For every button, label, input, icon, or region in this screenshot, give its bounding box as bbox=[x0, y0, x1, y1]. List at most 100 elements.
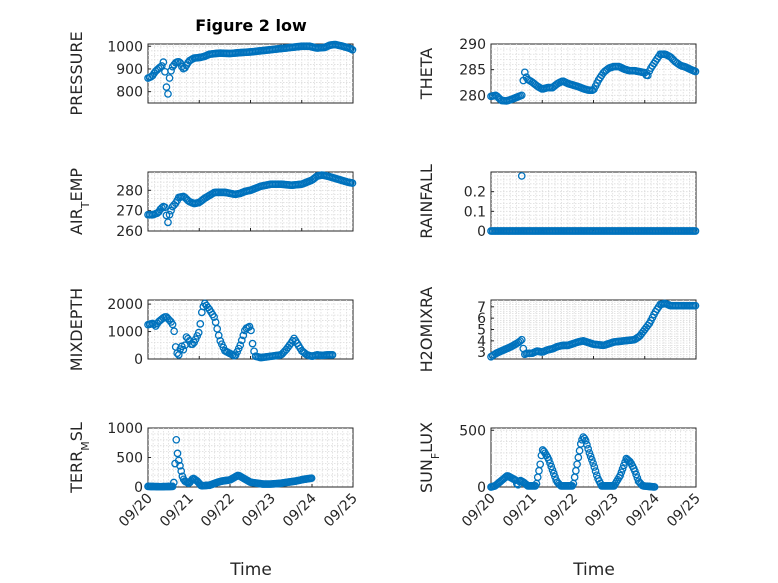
data-point bbox=[617, 468, 626, 477]
y-tick-label: 3 bbox=[477, 345, 486, 361]
data-point bbox=[162, 83, 171, 91]
y-tick-label: 1000 bbox=[107, 39, 143, 55]
data-point bbox=[618, 464, 627, 473]
data-point bbox=[585, 449, 594, 457]
y-tick-label: 6 bbox=[477, 311, 486, 327]
data-point bbox=[247, 326, 255, 335]
data-point bbox=[174, 456, 183, 465]
data-point bbox=[548, 466, 557, 474]
data-point bbox=[583, 440, 591, 449]
data-point bbox=[348, 179, 357, 187]
subplot-air-temp: 260 270 280 AIRTEMP bbox=[67, 168, 357, 240]
x-axis-label-left: Time bbox=[229, 560, 272, 580]
data-point bbox=[544, 455, 553, 464]
data-point bbox=[348, 45, 357, 54]
y-tick-label: 285 bbox=[459, 63, 486, 79]
y-tick-label: 0 bbox=[134, 352, 143, 368]
data-point bbox=[177, 467, 186, 475]
data-point bbox=[328, 351, 337, 359]
subplot-mixdepth: 0 1000 2000 MIXDEPTH bbox=[67, 288, 354, 371]
data-point bbox=[691, 301, 700, 310]
subplot-pressure: 800 900 1000 PRESSURE bbox=[67, 31, 357, 116]
data-point bbox=[307, 474, 316, 483]
data-point bbox=[517, 91, 526, 100]
data-point bbox=[549, 469, 558, 478]
data-point bbox=[517, 172, 526, 180]
data-point bbox=[165, 210, 174, 219]
data-point bbox=[179, 345, 188, 354]
data-point bbox=[170, 327, 178, 336]
data-point bbox=[196, 320, 205, 328]
data-point bbox=[159, 58, 168, 67]
data-point bbox=[547, 462, 556, 471]
data-point bbox=[237, 336, 246, 345]
data-point bbox=[632, 470, 640, 479]
data-point bbox=[616, 471, 625, 480]
data-point bbox=[631, 467, 639, 475]
y-tick-label: 0 bbox=[477, 480, 486, 496]
y-tick-label: 2000 bbox=[107, 297, 143, 313]
data-point bbox=[165, 74, 174, 82]
y-tick-label: 4 bbox=[477, 334, 486, 350]
y-tick-label: 280 bbox=[459, 88, 486, 104]
data-point bbox=[589, 459, 597, 468]
y-axis-label: SUNFLUX bbox=[417, 422, 442, 493]
data-point bbox=[516, 337, 525, 345]
y-tick-label: 280 bbox=[116, 183, 143, 199]
data-point bbox=[540, 447, 548, 456]
y-tick-label: 0 bbox=[477, 224, 486, 240]
data-point bbox=[586, 452, 595, 461]
y-axis-label: H2OMIXRA bbox=[417, 287, 436, 373]
subplot-rainfall: 0 0.1 0.2 RAINFALL bbox=[417, 164, 700, 240]
data-point bbox=[691, 227, 700, 235]
data-point bbox=[650, 483, 659, 491]
y-axis-label: TERRMSL bbox=[67, 422, 92, 494]
subplot-theta: 280 285 290 THETA bbox=[417, 37, 700, 105]
y-tick-label: 800 bbox=[116, 85, 143, 101]
data-point bbox=[591, 467, 600, 475]
data-point bbox=[173, 449, 182, 458]
y-axis-label: MIXDEPTH bbox=[67, 288, 86, 371]
y-axis-label: AIRTEMP bbox=[67, 168, 92, 235]
y-tick-label: 7 bbox=[477, 300, 486, 316]
data-point bbox=[245, 322, 254, 331]
y-tick-label: 0.1 bbox=[464, 204, 486, 220]
data-point bbox=[157, 203, 166, 212]
data-point bbox=[157, 62, 166, 70]
data-point bbox=[248, 339, 257, 348]
data-point bbox=[236, 341, 245, 350]
data-point bbox=[619, 461, 628, 470]
y-axis-label: PRESSURE bbox=[67, 31, 86, 115]
y-tick-label: 5 bbox=[477, 323, 486, 339]
data-point bbox=[691, 67, 700, 76]
data-point bbox=[167, 206, 175, 215]
figure-title: Figure 2 low bbox=[195, 16, 307, 35]
data-point bbox=[517, 335, 526, 344]
data-point bbox=[536, 460, 545, 469]
data-point bbox=[168, 482, 177, 491]
data-point bbox=[546, 459, 554, 468]
y-tick-label: 1000 bbox=[107, 325, 143, 341]
data-point bbox=[161, 203, 169, 212]
data-point bbox=[164, 90, 172, 98]
data-point bbox=[520, 68, 529, 77]
x-axis-label-right: Time bbox=[572, 560, 615, 580]
y-tick-label: 500 bbox=[116, 451, 143, 467]
data-point bbox=[210, 313, 218, 321]
y-tick-label: 900 bbox=[116, 62, 143, 78]
data-point bbox=[239, 331, 248, 340]
data-point bbox=[588, 455, 596, 464]
data-point bbox=[167, 66, 175, 75]
y-tick-label: 1000 bbox=[107, 421, 143, 437]
data-point bbox=[176, 461, 184, 470]
y-tick-label: 0 bbox=[134, 480, 143, 496]
y-tick-label: 0.2 bbox=[464, 185, 486, 201]
plot-area bbox=[490, 171, 697, 232]
data-point bbox=[172, 435, 181, 444]
data-point bbox=[164, 218, 172, 227]
data-point bbox=[169, 478, 178, 487]
data-point bbox=[584, 445, 593, 453]
y-tick-label: 260 bbox=[116, 224, 143, 240]
